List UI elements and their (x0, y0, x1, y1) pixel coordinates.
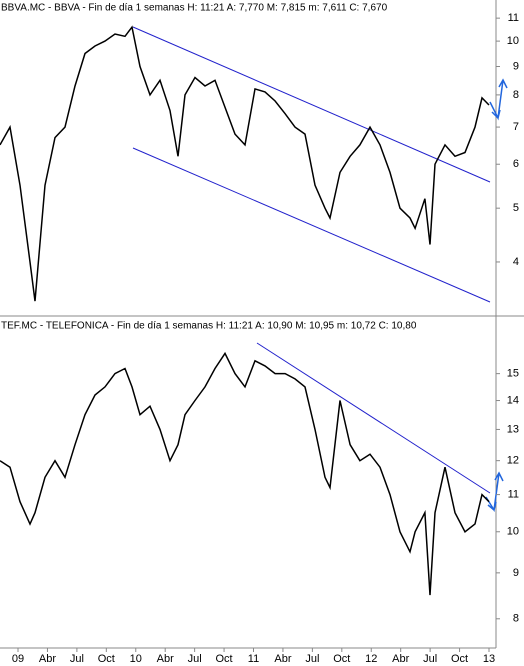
x-tick-label: Abr (274, 653, 291, 665)
y-tick-label: 14 (507, 394, 519, 406)
y-tick-label: 9 (513, 60, 519, 72)
x-tick-label: Jul (188, 653, 202, 665)
chart-title: BBVA.MC - BBVA - Fin de día 1 semanas H:… (1, 3, 388, 14)
x-tick-label: Abr (39, 653, 56, 665)
title-background (0, 319, 462, 332)
y-tick-label: 9 (513, 567, 519, 579)
trend-line (132, 147, 491, 303)
arrows (485, 78, 508, 513)
y-tick-label: 10 (507, 35, 519, 47)
x-tick-label: 11 (248, 653, 259, 665)
y-tick-label: 15 (507, 368, 519, 380)
title-background (0, 1, 435, 14)
x-tick-label: Oct (333, 653, 350, 665)
x-tick-label: 12 (365, 653, 377, 665)
price-line (0, 351, 490, 596)
y-tick-label: 11 (508, 12, 519, 24)
x-tick-label: Jul (305, 653, 319, 665)
trend-line (132, 26, 491, 183)
x-tick-label: Oct (451, 653, 468, 665)
x-tick-label: Oct (98, 653, 115, 665)
y-tick-label: 8 (513, 89, 519, 101)
y-tick-label: 5 (513, 202, 519, 214)
y-tick-label: 12 (507, 455, 519, 467)
y-tick-label: 7 (513, 121, 519, 133)
y-tick-label: 11 (508, 489, 519, 501)
x-tick-label: Jul (70, 653, 84, 665)
y-tick-label: 6 (513, 158, 519, 170)
y-tick-label: 8 (513, 613, 519, 625)
trend-lines (132, 26, 491, 494)
x-tick-label: Abr (157, 653, 174, 665)
x-tick-label: Jul (423, 653, 437, 665)
y-tick-label: 4 (513, 256, 519, 268)
x-tick-label: Abr (392, 653, 409, 665)
y-tick-label: 10 (507, 526, 519, 538)
x-tick-label: 09 (12, 653, 24, 665)
x-tick-label: 10 (130, 653, 142, 665)
price-line (0, 25, 490, 302)
trend-line (256, 342, 491, 494)
chart-title: TEF.MC - TELEFONICA - Fin de día 1 seman… (1, 321, 417, 332)
arrow (489, 78, 508, 121)
x-tick-label: Oct (216, 653, 233, 665)
y-tick-label: 13 (507, 423, 519, 435)
x-tick-label: 13 (483, 653, 495, 665)
